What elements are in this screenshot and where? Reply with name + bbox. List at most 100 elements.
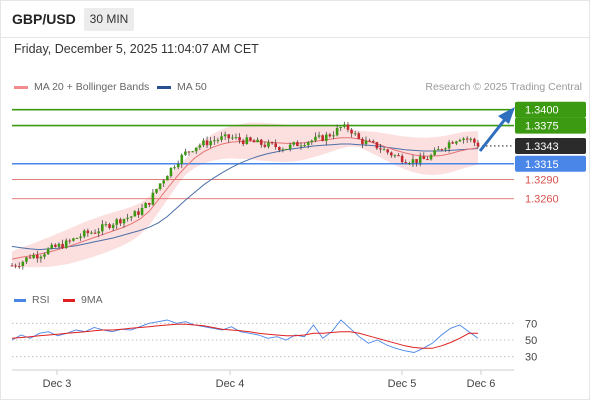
candle-body (364, 140, 368, 145)
candle-body (68, 240, 72, 242)
candle-body (382, 149, 386, 151)
level-label-1.3315: 1.3315 (525, 159, 559, 171)
candle-body (335, 127, 339, 136)
candle-body (191, 151, 194, 153)
candle-body (436, 149, 440, 151)
candle-body (422, 156, 426, 160)
ma20-line (11, 137, 479, 260)
candle-body (126, 217, 129, 219)
candle-body (64, 240, 68, 248)
candle-body (194, 147, 198, 152)
candle-body (220, 136, 223, 140)
candle-body (328, 134, 332, 137)
candle-body (162, 180, 166, 184)
candle-body (86, 230, 90, 234)
candle-body (140, 207, 144, 215)
candle-body (393, 155, 397, 157)
candle-body (465, 138, 469, 140)
forecast-arrow-head (498, 107, 515, 124)
chart-header: GBP/USD 30 MIN (1, 1, 589, 39)
rsi-ma-line (11, 323, 478, 349)
candle-body (32, 254, 35, 259)
ma20-swatch (14, 85, 28, 89)
level-label-box-1.3400 (515, 101, 586, 118)
support-label-1.3290: 1.3290 (525, 175, 559, 187)
candle-body (390, 152, 393, 156)
candle-body (10, 265, 14, 267)
candle-body (371, 141, 375, 143)
candle-body (115, 219, 119, 225)
rsi-line (11, 319, 479, 353)
candle-body (90, 232, 93, 234)
time-tick-label: Dec 6 (467, 378, 496, 390)
candle-body (296, 142, 299, 147)
candle-body (386, 149, 389, 153)
candle-body (310, 140, 314, 143)
candle-body (303, 145, 306, 147)
candle-body (216, 139, 220, 141)
candle-body (39, 256, 43, 259)
candle-body (346, 124, 350, 130)
rsi-tick-label: 70 (525, 318, 537, 330)
candle-body (368, 140, 371, 142)
last-price-label: 1.3343 (525, 141, 559, 153)
candle-body (397, 155, 400, 157)
candle-body (451, 142, 455, 144)
level-label-1.3400: 1.3400 (525, 105, 559, 117)
candle-body (447, 142, 451, 149)
candle-body (79, 236, 82, 238)
candle-body (353, 133, 357, 135)
rsi-swatch (14, 298, 26, 302)
candle-body (202, 140, 205, 146)
bollinger-band (12, 122, 478, 268)
rsi-label: RSI (32, 294, 50, 306)
ma50-line (11, 143, 479, 251)
candle-body (400, 155, 404, 163)
candle-body (292, 142, 296, 145)
candle-body (285, 149, 288, 151)
candle-body (166, 176, 169, 181)
time-tick-label: Dec 4 (216, 378, 245, 390)
candle-body (238, 137, 241, 141)
candle-body (245, 137, 249, 145)
candle-body (158, 183, 162, 190)
candle-body (147, 202, 151, 205)
candle-body (72, 238, 75, 241)
candle-body (122, 218, 126, 224)
moving-average-layer (11, 137, 479, 260)
candle-body (469, 138, 473, 140)
timeframe-badge[interactable]: 30 MIN (84, 8, 134, 31)
bollinger-band-layer (12, 122, 478, 268)
candle-body (288, 144, 292, 150)
candle-body (104, 224, 108, 226)
candle-body (119, 219, 122, 224)
candle-body (43, 254, 46, 257)
candle-body (212, 140, 216, 142)
candle-body (227, 134, 231, 139)
candle-body (317, 135, 321, 137)
candle-body (357, 133, 361, 139)
candle-body (25, 257, 28, 262)
rsi-tick-label: 50 (525, 335, 537, 347)
credit-text: Research © 2025 Trading Central (425, 81, 582, 93)
candle-body (426, 159, 429, 161)
legend-rsi: RSI (14, 294, 50, 306)
candle-body (455, 141, 458, 144)
candle-body (223, 134, 227, 137)
candle-body (418, 156, 422, 163)
candle-body (187, 151, 191, 153)
candle-body (350, 129, 353, 134)
candle-body (429, 155, 433, 160)
candle-body (249, 137, 252, 141)
candle-body (180, 154, 184, 164)
candle-body (444, 148, 447, 150)
candle-body (97, 231, 100, 234)
candle-body (169, 167, 173, 177)
support-label-1.3260: 1.3260 (525, 194, 559, 206)
header-divider (1, 37, 589, 38)
candle-body (155, 189, 158, 193)
candle-body (108, 224, 111, 228)
candle-body (375, 142, 379, 149)
